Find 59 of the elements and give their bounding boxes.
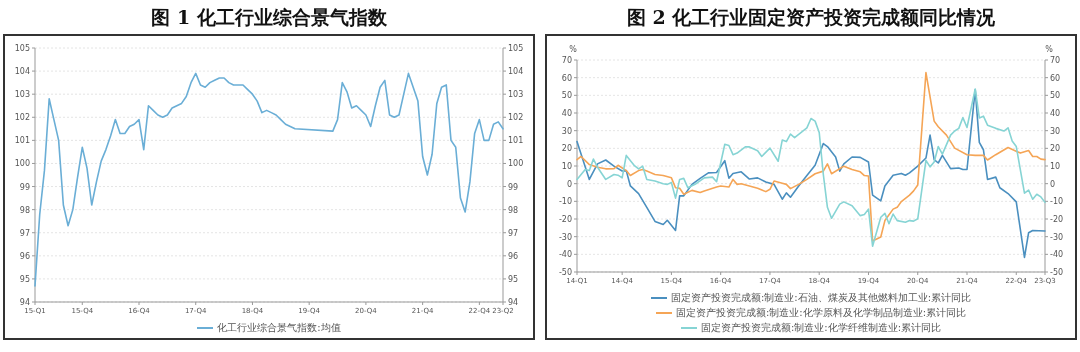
y2-tick-label: 70 [1050,56,1061,65]
y2-tick-label: 96 [508,251,519,261]
y-tick-label: 99 [19,182,30,192]
y-tick-label: 40 [561,109,572,118]
y2-tick-label: 60 [1050,73,1061,83]
y2-tick-label: 50 [1050,91,1061,101]
y-tick-label: 104 [14,67,30,77]
y-tick-label: 94 [19,298,30,307]
y2-tick-label: -40 [1050,250,1064,260]
y-tick-label: 102 [14,113,30,123]
legend-label: 化工行业综合景气指数:均值 [217,321,341,335]
y2-tick-label: 104 [508,67,524,77]
y-tick-label: 50 [561,91,572,101]
y-tick-label: 60 [561,73,572,83]
y-tick-label: 96 [19,251,30,261]
y-tick-label: 70 [561,56,572,65]
y-axis-title: % [569,45,578,54]
y-tick-label: 98 [19,205,30,215]
y-tick-label: 97 [19,228,30,238]
y2-tick-label: 101 [508,136,524,146]
y2-tick-label: 0 [1050,179,1056,189]
chart-title: 图 2 化工行业固定资产投资完成额同比情况 [625,5,997,30]
y-tick-label: 101 [14,136,30,146]
y2-tick-label: 100 [508,159,524,169]
y-tick-label: -40 [558,250,572,260]
y2-tick-label: 105 [508,44,524,53]
y-tick-label: 103 [14,90,30,100]
y-tick-label: 10 [561,162,572,171]
y-tick-label: -10 [558,197,572,207]
y2-tick-label: 95 [508,274,519,284]
legend-label: 固定资产投资完成额:制造业:化学原料及化学制品制造业:累计同比 [675,306,967,320]
y2-tick-label: 103 [508,90,524,100]
y2-tick-label: -20 [1050,215,1064,224]
y2-tick-label: 10 [1050,162,1061,171]
y2-tick-label: 20 [1050,144,1061,154]
y-tick-label: 20 [561,144,572,154]
y-tick-label: -20 [558,215,572,224]
y2-tick-label: 97 [508,228,519,238]
legend-label: 固定资产投资完成额:制造业:石油、煤炭及其他燃料加工业:累计同比 [670,291,972,305]
y-tick-label: -30 [558,232,572,242]
legend-label: 固定资产投资完成额:制造业:化学纤维制造业:累计同比 [700,321,942,335]
y2-tick-label: -50 [1050,268,1064,277]
chart-title: 图 1 化工行业综合景气指数 [150,5,388,30]
y2-tick-label: 102 [508,113,524,123]
y-tick-label: -50 [558,268,572,277]
y2-tick-label: 99 [508,182,519,192]
y-tick-label: 105 [14,44,30,53]
y-tick-label: 95 [19,274,30,284]
y2-tick-label: 94 [508,298,519,307]
y2-tick-label: 30 [1050,126,1061,136]
y2-tick-label: -10 [1050,197,1064,207]
y-tick-label: 30 [561,126,572,136]
line-series [34,72,504,287]
y2-tick-label: 98 [508,205,519,215]
y-tick-label: 100 [14,159,30,169]
y-tick-label: 0 [566,179,572,189]
y2-axis-title: % [1045,45,1054,54]
y2-tick-label: 40 [1050,109,1061,118]
y2-tick-label: -30 [1050,232,1064,242]
